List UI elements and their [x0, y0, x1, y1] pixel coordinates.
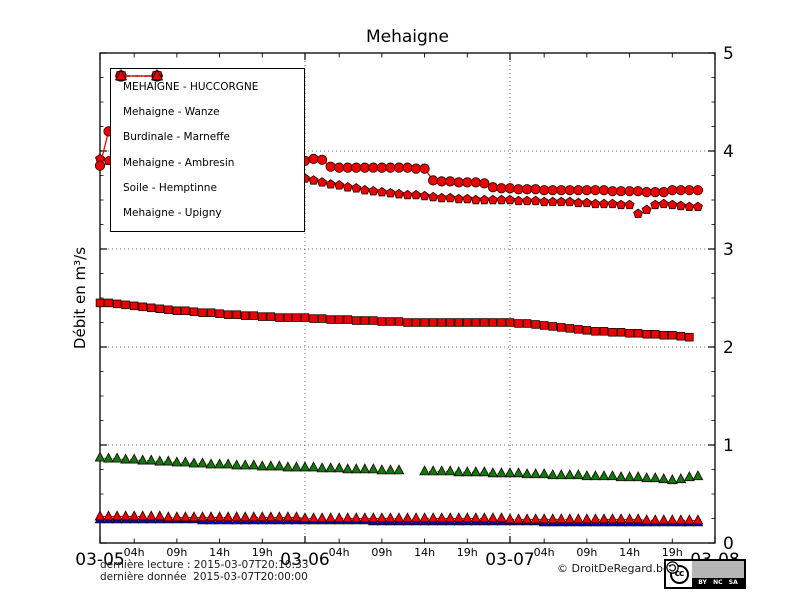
- svg-text:1: 1: [723, 436, 734, 456]
- svg-text:5: 5: [723, 44, 734, 64]
- series-5: [94, 510, 704, 525]
- svg-text:09h: 09h: [371, 546, 392, 559]
- series-4: [94, 451, 704, 485]
- svg-text:03-06: 03-06: [280, 550, 329, 570]
- copyright-text: © DroitDeRegard.be: [557, 562, 670, 575]
- svg-text:19h: 19h: [252, 546, 273, 559]
- legend-label: Burdinale - Marneffe: [123, 131, 230, 144]
- svg-text:2: 2: [723, 338, 734, 358]
- svg-text:04h: 04h: [534, 546, 555, 559]
- legend-item-2: Burdinale - Marneffe: [111, 69, 304, 144]
- cc-by-label: BY: [698, 578, 707, 586]
- svg-text:14h: 14h: [619, 546, 640, 559]
- cc-license-labels: BY NC SA: [692, 578, 744, 587]
- chart-title: Mehaigne: [365, 27, 450, 47]
- legend-item-5: Mehaigne - Upigny: [111, 69, 304, 220]
- last-read-text: dernière lecture : 2015-03-07T20:10:33: [100, 559, 309, 571]
- svg-text:19h: 19h: [662, 546, 683, 559]
- svg-text:3: 3: [723, 240, 734, 260]
- legend-item-1: Mehaigne - Wanze: [111, 70, 304, 118]
- legend-box: MEHAIGNE - HUCCORGNE Mehaigne - Wanze Burd…: [110, 68, 305, 232]
- svg-text:09h: 09h: [576, 546, 597, 559]
- svg-text:09h: 09h: [166, 546, 187, 559]
- legend-label: Soile - Hemptinne: [123, 181, 217, 194]
- svg-text:14h: 14h: [209, 546, 230, 559]
- svg-text:4: 4: [723, 142, 734, 162]
- svg-text:04h: 04h: [124, 546, 145, 559]
- cc-nc-label: NC: [713, 578, 723, 586]
- legend-label: MEHAIGNE - HUCCORGNE: [123, 80, 259, 93]
- legend-label: Mehaigne - Upigny: [123, 207, 222, 220]
- svg-text:03-05: 03-05: [75, 550, 124, 570]
- y-axis-label: Débit en m³/s: [71, 246, 89, 350]
- svg-text:19h: 19h: [457, 546, 478, 559]
- legend-item-3: Mehaigne - Ambresin: [111, 71, 304, 169]
- svg-text:14h: 14h: [414, 546, 435, 559]
- cc-sa-arrow-icon: [666, 561, 679, 574]
- legend-label: Mehaigne - Wanze: [123, 105, 220, 118]
- svg-text:04h: 04h: [329, 546, 350, 559]
- svg-text:03-07: 03-07: [485, 550, 534, 570]
- legend-item-4: Soile - Hemptinne: [111, 69, 304, 194]
- legend-label: Mehaigne - Ambresin: [123, 156, 235, 169]
- legend-marker-sample: [115, 69, 163, 81]
- series-3: [95, 298, 694, 342]
- cc-license-icons: $: [666, 561, 744, 578]
- last-data-text: dernière donnée 2015-03-07T20:00:00: [100, 571, 308, 583]
- cc-license-badge: cc $ BY: [664, 559, 746, 589]
- svg-text:0: 0: [723, 534, 734, 554]
- cc-sa-label: SA: [728, 578, 738, 586]
